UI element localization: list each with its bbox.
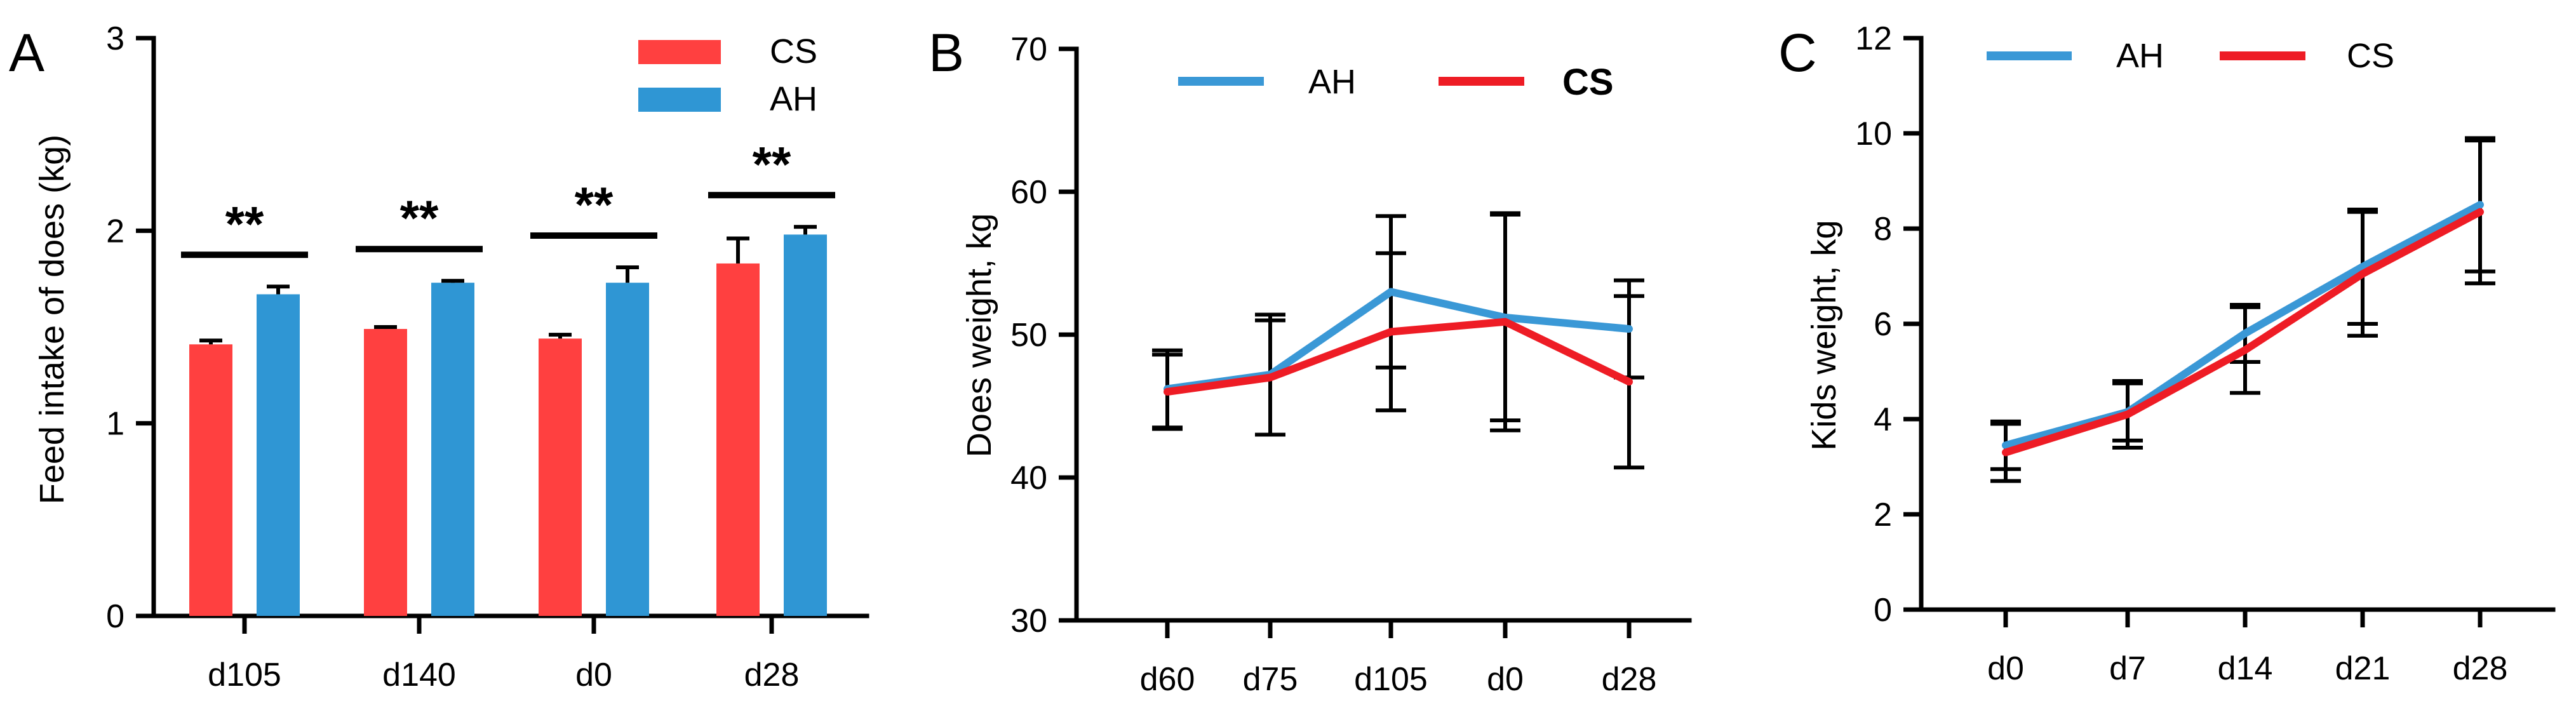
panel-b-xtick-label-d105: d105 <box>1354 661 1428 698</box>
panel-c-ytick-label-6: 6 <box>1874 306 1892 343</box>
bar-ah-d0 <box>606 283 649 616</box>
panel-b-ylabel: Does weight, kg <box>960 213 998 457</box>
panel-c-legend: AH CS <box>1987 37 2394 75</box>
panel-c-line-ah <box>2002 201 2484 450</box>
panel-c-line-cs <box>2002 208 2484 457</box>
bar-ah-d28 <box>784 234 827 616</box>
sig-label-d28: ** <box>753 136 791 192</box>
panel-b-line-cs <box>1164 317 1633 396</box>
panel-b-ytick-label-30: 30 <box>1010 603 1047 639</box>
panel-b-ytick-label-40: 40 <box>1010 460 1047 497</box>
panel-c-plot: 0 2 4 6 8 10 12 d0 d7 d14 d21 d28 <box>1855 20 2507 687</box>
panel-b-line-ah <box>1164 288 1633 393</box>
legend-label-ah-b: AH <box>1308 63 1356 101</box>
legend-swatch-cs <box>638 40 721 64</box>
sig-label-d0: ** <box>575 177 614 232</box>
panel-a-xtick-label-d105: d105 <box>208 657 281 693</box>
panel-a-label: A <box>9 23 44 83</box>
panel-b-ytick-label-50: 50 <box>1010 317 1047 354</box>
bar-cs-d28 <box>716 263 760 616</box>
panel-b-xtick-label-d75: d75 <box>1243 661 1298 698</box>
panel-b-plot: 30 40 50 60 70 d60 d75 d105 d0 d28 <box>1010 31 1656 698</box>
bar-cs-d140 <box>364 329 407 616</box>
panel-b-label: B <box>929 23 964 83</box>
panel-c-ytick-label-4: 4 <box>1874 401 1892 438</box>
panel-b-xtick-label-d0: d0 <box>1487 661 1524 698</box>
panel-a-ytick-label-2: 2 <box>106 213 124 250</box>
panel-c-ytick-label-0: 0 <box>1874 592 1892 629</box>
legend-label-cs-b: CS <box>1562 62 1614 103</box>
panel-c-ylabel: Kids weight, kg <box>1805 220 1843 450</box>
panel-b-xtick-label-d60: d60 <box>1140 661 1195 698</box>
panel-a-xtick-label-d28: d28 <box>744 657 800 693</box>
panel-c-ytick-label-12: 12 <box>1855 20 1892 57</box>
panel-a-xtick-label-d140: d140 <box>382 657 456 693</box>
panel-a-ylabel: Feed intake of does (kg) <box>33 135 71 504</box>
panel-c-ytick-label-8: 8 <box>1874 211 1892 248</box>
panel-c-xtick-label-d14: d14 <box>2218 650 2273 687</box>
panel-c-xtick-label-d28: d28 <box>2453 650 2508 687</box>
panel-c-xtick-label-d0: d0 <box>1987 650 2024 687</box>
bar-ah-d140 <box>431 283 474 616</box>
panel-b-xtick-label-d28: d28 <box>1602 661 1657 698</box>
bar-ah-d105 <box>257 294 300 616</box>
legend-label-ah: AH <box>770 80 817 118</box>
legend-label-ah-c: AH <box>2116 37 2164 75</box>
panel-b-ytick-label-60: 60 <box>1010 174 1047 211</box>
bar-cs-d105 <box>189 344 232 616</box>
panel-c-xtick-label-d7: d7 <box>2109 650 2146 687</box>
legend-label-cs-c: CS <box>2347 37 2394 75</box>
panel-a-ytick-label-0: 0 <box>106 598 124 635</box>
panel-a-ytick-label-1: 1 <box>106 406 124 443</box>
panel-c-ytick-label-10: 10 <box>1855 116 1892 152</box>
panel-a-legend: CS AH <box>638 32 817 118</box>
legend-label-cs: CS <box>770 32 817 70</box>
panel-a-xtick-label-d0: d0 <box>575 657 612 693</box>
sig-label-d140: ** <box>400 190 439 246</box>
panel-b-ytick-label-70: 70 <box>1010 31 1047 68</box>
panel-c-label: C <box>1778 23 1817 83</box>
bar-cs-d0 <box>539 338 582 616</box>
panel-b-legend: AH CS <box>1178 62 1614 103</box>
panel-c-axes <box>1919 36 2556 612</box>
sig-label-d105: ** <box>225 196 264 251</box>
panel-a-plot: 0 1 2 3 d105 ** d140 ** d0 ** d28 ** <box>106 20 835 693</box>
panel-a-ytick-label-3: 3 <box>106 20 124 57</box>
legend-swatch-ah <box>638 88 721 112</box>
panel-c-ytick-label-2: 2 <box>1874 497 1892 533</box>
panel-c-xtick-label-d21: d21 <box>2335 650 2391 687</box>
